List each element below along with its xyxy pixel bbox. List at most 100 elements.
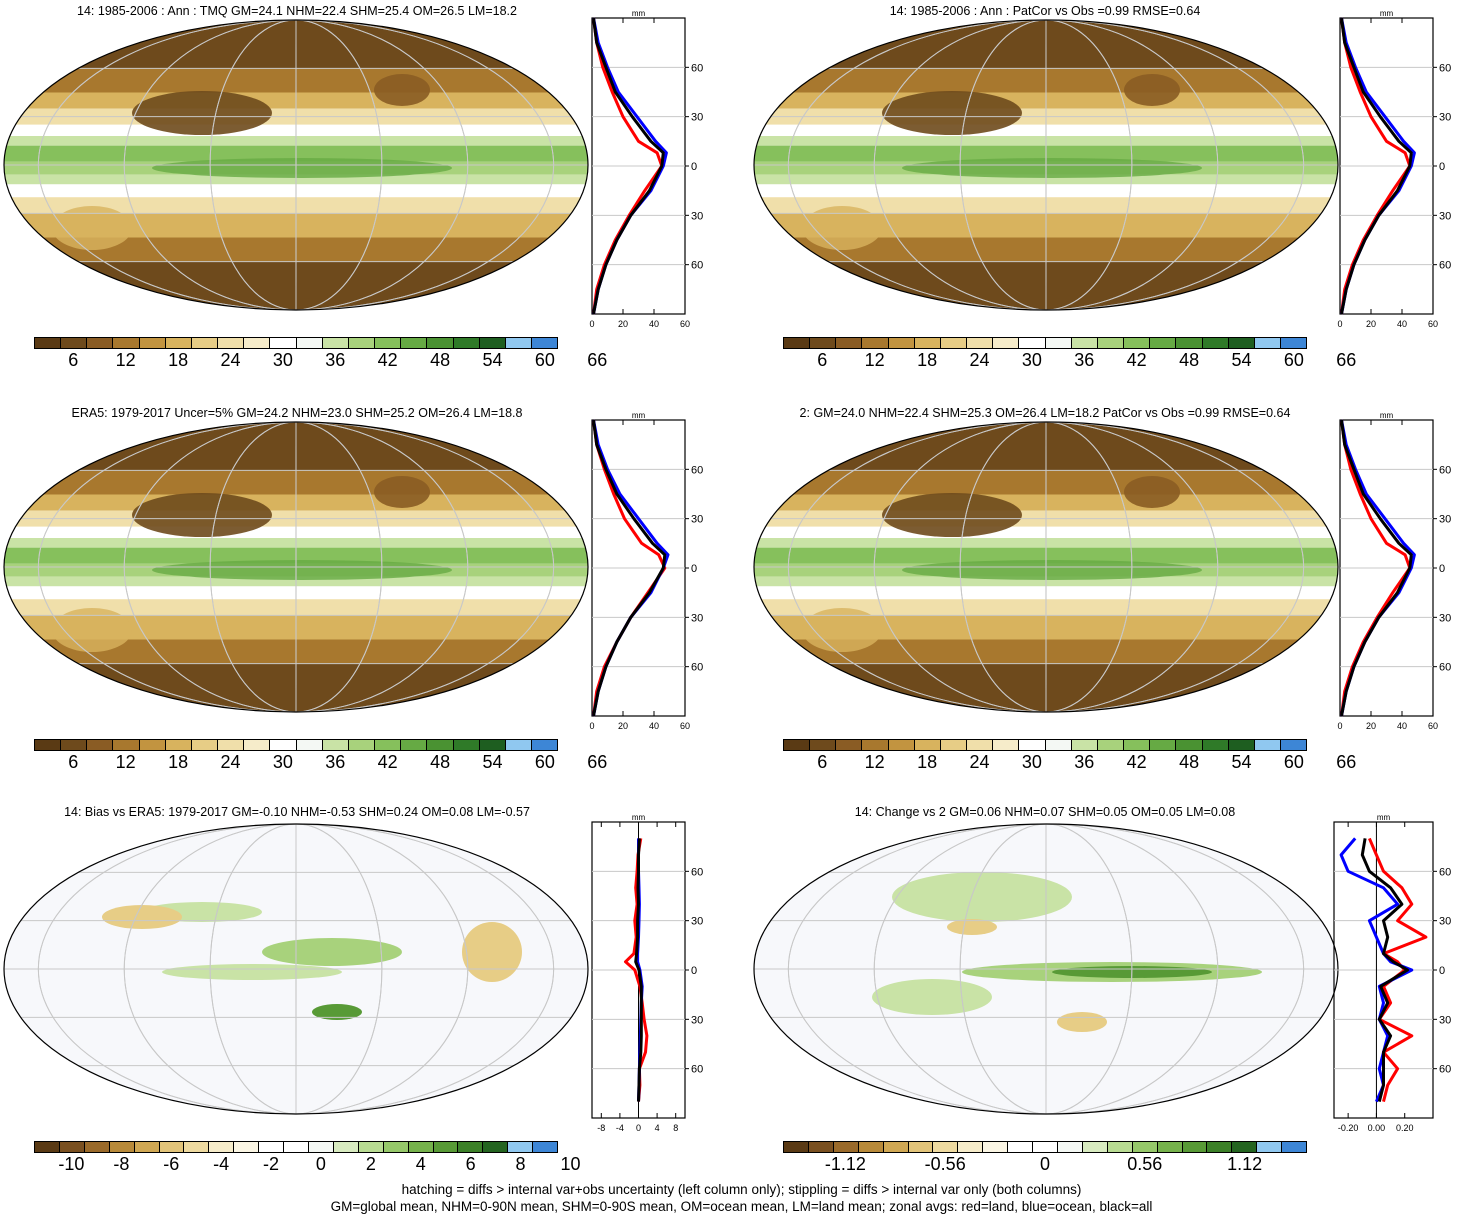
zonal-x-tick-label: 4	[655, 1123, 660, 1133]
colorbar-tick-label: 18	[917, 752, 938, 772]
zonal-x-tick-label: 20	[1366, 319, 1376, 329]
colorbar-tick-label: 36	[325, 752, 346, 772]
colorbar-tick-label: -2	[263, 1154, 280, 1174]
zonal-mean-plot: mm -0.20 0.00 0.20 60N 30N 0 30S 60S	[1333, 813, 1451, 1133]
colorbar-tick-label: 48	[1179, 350, 1200, 370]
zonal-series-line	[1360, 838, 1409, 1102]
colorbar-tick-label: -0.56	[924, 1154, 966, 1174]
zonal-y-tick-label: 0	[1439, 965, 1445, 977]
zonal-unit-label: mm	[632, 9, 646, 18]
colorbar-tick-label: 24	[220, 752, 241, 772]
zonal-y-tick-label: 30S	[691, 210, 703, 222]
colorbar-tick-label: 60	[534, 350, 555, 370]
colorbar-tick-label: 12	[115, 350, 136, 370]
zonal-x-tick-label: 60	[680, 721, 690, 731]
zonal-mean-plot: mm 0 20 40 60 60N 30N 0 30S 60S	[589, 411, 703, 731]
colorbar-tick-label: 24	[220, 350, 241, 370]
zonal-y-tick-label: 0	[691, 965, 697, 977]
colorbar-tick-label: 54	[1231, 752, 1252, 772]
zonal-y-tick-label: 0	[691, 563, 697, 575]
colorbar-tick-label: 42	[377, 752, 398, 772]
map	[752, 420, 1340, 714]
colorbar-tick-label: -4	[213, 1154, 230, 1174]
zonal-x-tick-label: 40	[1397, 721, 1407, 731]
zonal-y-tick-label: 0	[691, 161, 697, 173]
colorbar-tick-label: 30	[272, 350, 293, 370]
zonal-x-tick-label: 60	[680, 319, 690, 329]
colorbar-tick-label: 4	[415, 1154, 426, 1174]
colorbar-tick-label: 36	[1074, 350, 1095, 370]
zonal-unit-label: mm	[1380, 9, 1394, 18]
colorbar-tick-label: 6	[465, 1154, 476, 1174]
zonal-x-tick-label: 0	[1337, 319, 1342, 329]
zonal-x-tick-label: 20	[618, 319, 628, 329]
colorbar-labels: -1.12 -0.56 0 0.56 1.12	[783, 1154, 1307, 1174]
zonal-y-tick-label: 60N	[691, 464, 703, 476]
zonal-series-line	[1340, 419, 1413, 717]
map	[2, 18, 590, 312]
zonal-unit-label: mm	[632, 411, 646, 420]
colorbar-tick-label: 0	[1039, 1154, 1051, 1174]
colorbar-tick-label: 48	[430, 752, 451, 772]
colorbar-tick-label: 18	[168, 752, 189, 772]
colorbar-tick-label: 10	[560, 1154, 581, 1174]
zonal-y-tick-label: 60N	[1439, 62, 1451, 74]
colorbar-tick-label: 6	[817, 350, 828, 370]
colorbar-tick-label: 48	[430, 350, 451, 370]
colorbar-labels: 6 12 18 24 30 36 42 48 54 60 66	[783, 350, 1356, 370]
colorbar-tick-label: 12	[864, 752, 885, 772]
zonal-y-tick-label: 60S	[1439, 260, 1451, 272]
zonal-y-tick-label: 60N	[691, 866, 703, 878]
footer-line-1: hatching = diffs > internal var+obs unce…	[401, 1182, 1082, 1197]
colorbar-tick-label: 30	[1021, 752, 1042, 772]
zonal-x-tick-label: 60	[1428, 319, 1438, 329]
zonal-x-tick-label: 40	[1397, 319, 1407, 329]
colorbar-tick-label: -10	[58, 1154, 85, 1174]
colorbar-tick-label: 0	[315, 1154, 326, 1174]
colorbar-tick-label: 12	[115, 752, 136, 772]
zonal-x-tick-label: -8	[597, 1123, 605, 1133]
colorbar-tick-label: 1.12	[1227, 1154, 1263, 1174]
colorbar-tick-label: -8	[113, 1154, 130, 1174]
colorbar-tick-label: 18	[168, 350, 189, 370]
panel-title: 14: Change vs 2 GM=0.06 NHM=0.07 SHM=0.0…	[854, 805, 1236, 819]
colorbar	[783, 1141, 1307, 1153]
zonal-x-tick-label: 20	[618, 721, 628, 731]
zonal-y-tick-label: 60N	[691, 62, 703, 74]
colorbar-tick-label: 66	[587, 752, 608, 772]
zonal-x-tick-label: 0	[636, 1123, 641, 1133]
colorbar-tick-label: 54	[1231, 350, 1252, 370]
zonal-x-tick-label: 40	[649, 721, 659, 731]
colorbar-tick-label: 66	[1336, 350, 1357, 370]
colorbar-labels: 6 12 18 24 30 36 42 48 54 60 66	[34, 350, 607, 370]
zonal-x-tick-label: 0.20	[1396, 1123, 1414, 1133]
zonal-y-tick-label: 60N	[1439, 866, 1451, 878]
zonal-mean-plot: mm 0 20 40 60 60N 30N 0 30S 60S	[589, 9, 703, 329]
colorbar-tick-label: 36	[325, 350, 346, 370]
zonal-unit-label: mm	[1380, 411, 1394, 420]
colorbar-tick-label: 54	[482, 752, 503, 772]
colorbar-tick-label: 2	[365, 1154, 376, 1174]
colorbar-tick-label: 36	[1074, 752, 1095, 772]
colorbar-tick-label: 42	[1126, 350, 1147, 370]
panel-title: 14: Bias vs ERA5: 1979-2017 GM=-0.10 NHM…	[64, 805, 530, 819]
zonal-y-tick-label: 60N	[1439, 464, 1451, 476]
colorbar-tick-label: 60	[1283, 350, 1304, 370]
zonal-series-line	[592, 17, 665, 315]
colorbar-tick-label: 48	[1179, 752, 1200, 772]
zonal-y-tick-label: 30N	[1439, 916, 1451, 928]
zonal-unit-label: mm	[1377, 813, 1391, 822]
colorbar-tick-label: 42	[377, 350, 398, 370]
zonal-y-tick-label: 30N	[1439, 514, 1451, 526]
zonal-x-tick-label: -4	[616, 1123, 624, 1133]
colorbar-tick-label: 60	[1283, 752, 1304, 772]
zonal-y-tick-label: 30S	[691, 1014, 703, 1026]
zonal-series-line	[592, 419, 667, 717]
colorbar	[783, 739, 1307, 751]
colorbar	[783, 337, 1307, 349]
colorbar-tick-label: 12	[864, 350, 885, 370]
colorbar-tick-label: 6	[68, 752, 79, 772]
footer-line-2: GM=global mean, NHM=0-90N mean, SHM=0-90…	[330, 1199, 1153, 1214]
zonal-y-tick-label: 30N	[691, 112, 703, 124]
panel-title: 2: GM=24.0 NHM=22.4 SHM=25.3 OM=26.4 LM=…	[799, 406, 1291, 420]
